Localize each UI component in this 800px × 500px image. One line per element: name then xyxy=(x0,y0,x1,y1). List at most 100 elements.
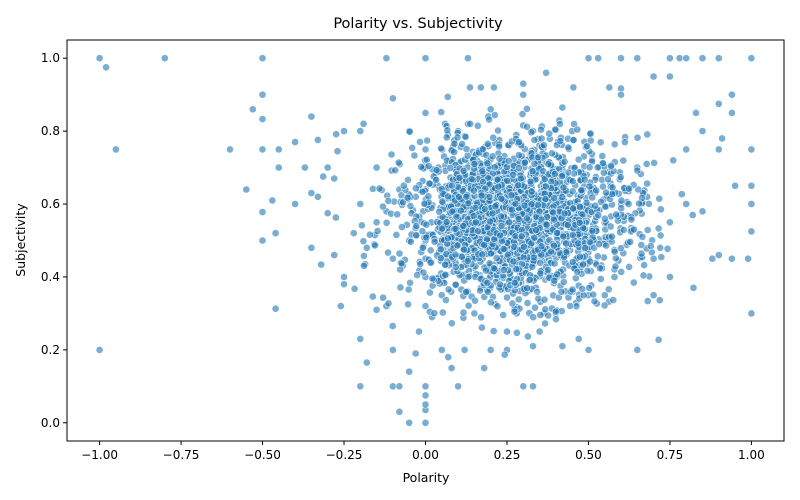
data-point xyxy=(519,90,528,99)
data-point xyxy=(552,315,560,324)
data-point xyxy=(524,332,532,341)
data-point xyxy=(585,163,594,172)
data-point xyxy=(564,143,573,152)
data-point xyxy=(242,185,251,194)
data-point xyxy=(496,280,504,289)
data-point xyxy=(430,309,439,318)
data-point xyxy=(573,268,582,276)
data-point xyxy=(728,109,736,117)
data-point xyxy=(365,230,374,239)
data-point xyxy=(537,242,546,251)
data-point xyxy=(368,292,377,301)
data-point xyxy=(610,273,619,281)
data-point xyxy=(460,345,469,354)
data-point xyxy=(569,136,578,144)
data-point xyxy=(594,54,603,63)
data-point xyxy=(545,129,554,138)
data-point xyxy=(471,203,480,212)
data-point xyxy=(483,139,492,148)
data-point xyxy=(451,280,460,289)
data-point xyxy=(258,54,267,63)
data-point xyxy=(583,266,592,275)
data-point xyxy=(493,302,502,311)
data-point xyxy=(588,193,597,202)
data-point xyxy=(95,345,104,354)
data-point xyxy=(357,221,366,230)
data-point xyxy=(682,54,691,63)
y-tick-label: 0.8 xyxy=(41,124,60,138)
data-point xyxy=(495,142,504,151)
data-point xyxy=(714,54,723,63)
data-point xyxy=(425,288,434,297)
data-point xyxy=(489,133,498,142)
data-point xyxy=(574,239,583,248)
data-point xyxy=(557,287,566,296)
data-point xyxy=(573,125,582,134)
data-point xyxy=(319,172,328,181)
data-point xyxy=(462,192,471,201)
data-point xyxy=(590,297,599,306)
data-point xyxy=(486,105,495,114)
data-point xyxy=(600,301,609,310)
data-point xyxy=(423,136,431,145)
data-point xyxy=(621,138,629,147)
data-point xyxy=(478,250,487,259)
data-point xyxy=(550,241,558,250)
data-point xyxy=(639,271,648,280)
data-point xyxy=(437,144,445,153)
data-point xyxy=(444,192,452,201)
data-point xyxy=(588,226,597,235)
data-point xyxy=(602,188,610,197)
data-point xyxy=(585,182,594,191)
data-point xyxy=(436,254,445,263)
data-point xyxy=(514,181,523,190)
data-point xyxy=(404,285,413,294)
data-point xyxy=(616,173,625,182)
data-point xyxy=(747,227,756,236)
data-point xyxy=(406,237,415,246)
data-point xyxy=(635,199,643,208)
data-point xyxy=(399,181,408,190)
data-point xyxy=(530,253,538,262)
data-point xyxy=(610,140,619,149)
data-point xyxy=(435,207,444,216)
data-point xyxy=(422,155,431,164)
data-point xyxy=(430,237,439,246)
data-point xyxy=(450,148,459,156)
data-point xyxy=(356,127,365,136)
data-point xyxy=(656,243,665,252)
data-point xyxy=(330,174,339,183)
data-point xyxy=(418,227,427,236)
data-point xyxy=(654,335,663,344)
data-point xyxy=(518,110,527,118)
data-point xyxy=(444,285,453,294)
data-point xyxy=(593,252,602,261)
data-point xyxy=(643,297,652,305)
data-point xyxy=(412,222,421,230)
data-point xyxy=(421,54,430,63)
data-point xyxy=(657,253,666,261)
data-point xyxy=(489,327,498,335)
data-point xyxy=(517,232,526,241)
data-point xyxy=(448,207,457,216)
data-point xyxy=(443,234,452,243)
data-point xyxy=(379,293,387,302)
data-point xyxy=(536,269,545,278)
data-point xyxy=(537,134,546,143)
data-point xyxy=(317,260,326,269)
data-point xyxy=(258,115,267,123)
data-point xyxy=(527,128,536,137)
data-point xyxy=(530,136,539,144)
data-point xyxy=(515,138,523,146)
data-point xyxy=(611,262,620,271)
data-point xyxy=(531,303,539,312)
data-point xyxy=(643,179,651,188)
data-point xyxy=(666,218,674,227)
data-point xyxy=(451,263,460,271)
data-point xyxy=(586,257,594,266)
data-point xyxy=(514,295,523,304)
data-point xyxy=(617,267,626,276)
data-point xyxy=(619,225,628,234)
x-axis-label: Polarity xyxy=(403,470,450,485)
data-point xyxy=(596,264,604,273)
